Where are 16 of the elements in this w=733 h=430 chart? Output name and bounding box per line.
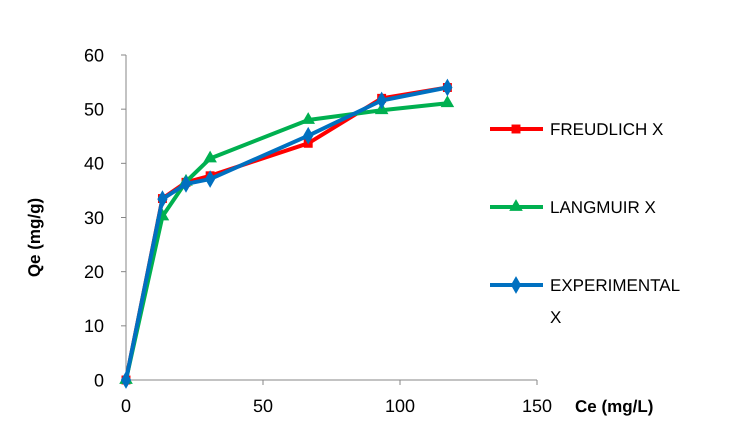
x-tick-label: 50 xyxy=(252,396,274,416)
y-axis-title: Qe (mg/g) xyxy=(25,198,44,278)
y-tick-label: 0 xyxy=(94,370,104,390)
x-tick-label: 0 xyxy=(120,396,132,416)
legend-label: LANGMUIR X xyxy=(550,198,656,217)
legend-label: FREUDLICH X xyxy=(550,120,664,139)
y-tick-label: 20 xyxy=(84,262,104,282)
legend-label: EXPERIMENTAL X xyxy=(550,276,680,327)
y-tick-label: 30 xyxy=(84,208,104,228)
y-tick-label: 40 xyxy=(84,154,104,174)
x-axis-title: Ce (mg/L) xyxy=(575,397,654,416)
x-tick-label: 150 xyxy=(522,396,552,416)
y-tick-label: 10 xyxy=(84,316,104,336)
y-tick-label: 60 xyxy=(84,45,104,66)
y-tick-label: 50 xyxy=(84,99,104,120)
x-tick-label: 100 xyxy=(384,396,416,416)
